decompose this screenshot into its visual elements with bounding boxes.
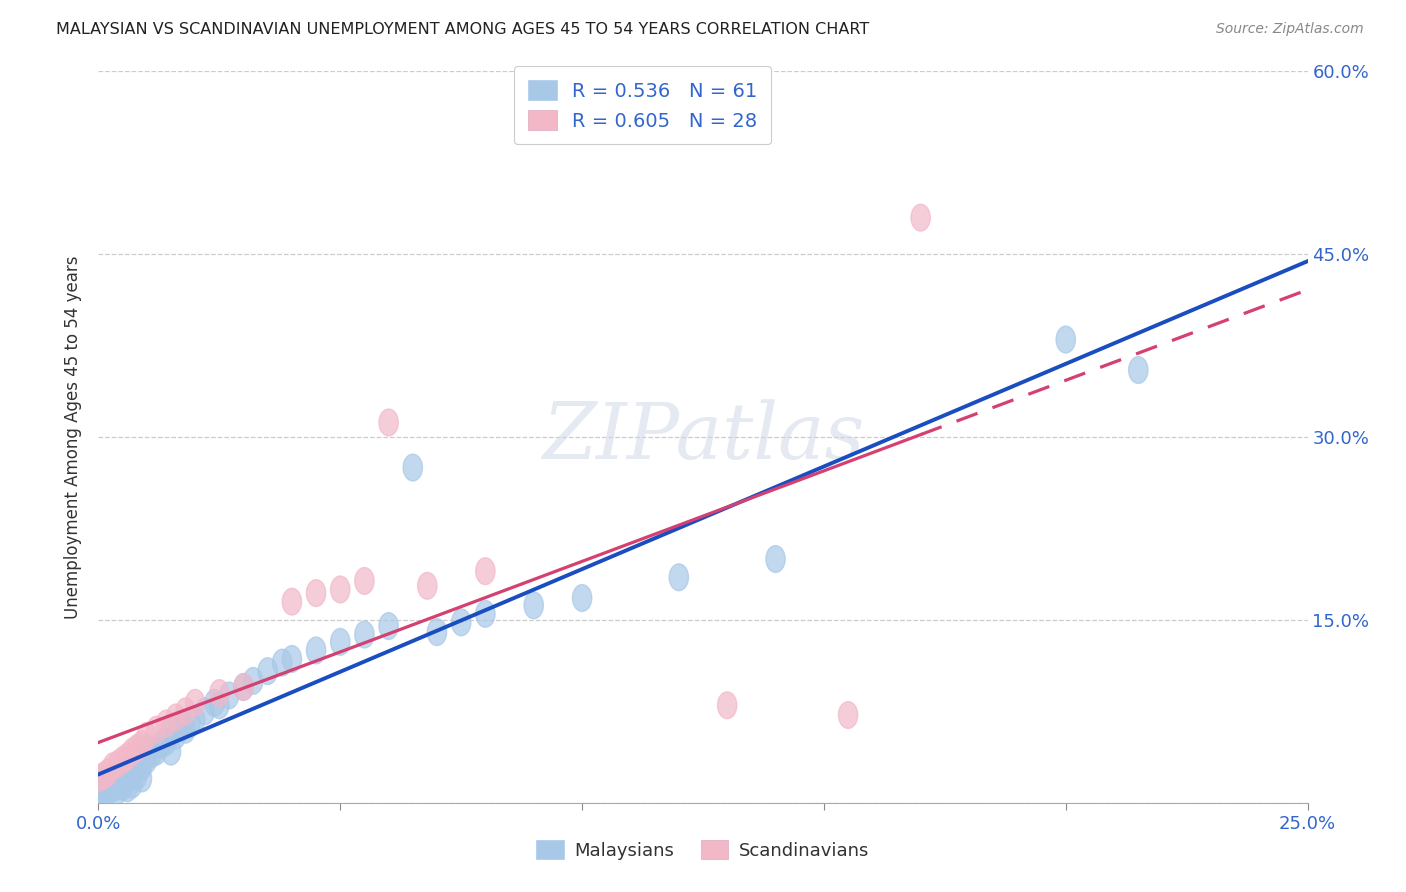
- Text: MALAYSIAN VS SCANDINAVIAN UNEMPLOYMENT AMONG AGES 45 TO 54 YEARS CORRELATION CHA: MALAYSIAN VS SCANDINAVIAN UNEMPLOYMENT A…: [56, 22, 869, 37]
- Text: ZIPatlas: ZIPatlas: [541, 399, 865, 475]
- Y-axis label: Unemployment Among Ages 45 to 54 years: Unemployment Among Ages 45 to 54 years: [65, 255, 83, 619]
- Legend: Malaysians, Scandinavians: Malaysians, Scandinavians: [529, 833, 877, 867]
- Text: Source: ZipAtlas.com: Source: ZipAtlas.com: [1216, 22, 1364, 37]
